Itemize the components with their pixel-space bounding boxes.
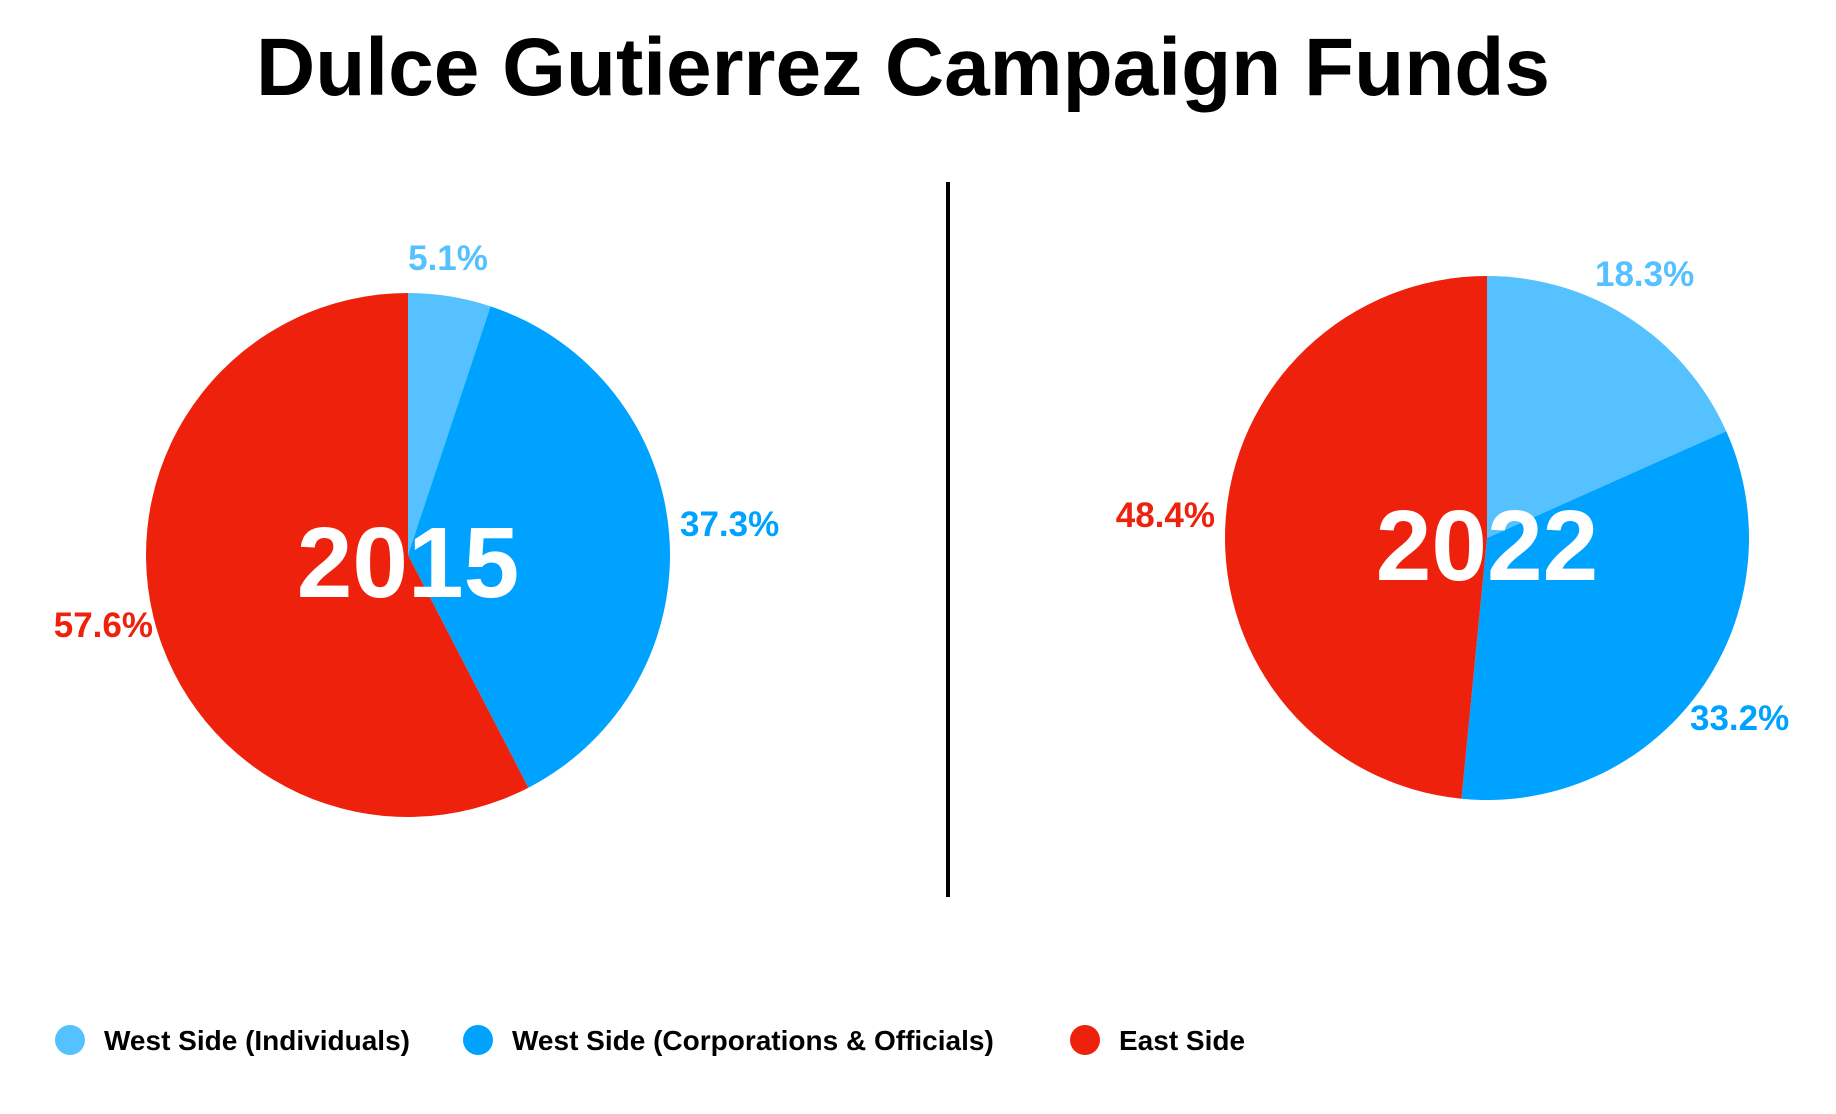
chart-title: Dulce Gutierrez Campaign Funds [256,22,1550,113]
pie-slice-west-side-individuals [408,293,491,555]
legend-item: West Side (Individuals) [55,1025,410,1056]
slice-percent-label: 37.3% [680,505,779,544]
pie-slice-east-side [145,293,529,817]
legend-swatch [55,1025,85,1055]
legend-label: West Side (Individuals) [104,1025,410,1056]
legend-label: East Side [1119,1025,1245,1056]
legend-label: West Side (Corporations & Officials) [512,1025,994,1056]
legend-swatch [1070,1025,1100,1055]
slice-percent-label: 48.4% [1116,496,1215,535]
slice-percent-label: 33.2% [1690,699,1789,738]
pie-chart-2015: 5.1% 37.3% 57.6% 2015 [54,239,779,817]
pie-year-label: 2022 [1376,490,1598,602]
legend: West Side (Individuals) West Side (Corpor… [55,1025,1245,1056]
slice-percent-label: 57.6% [54,606,153,645]
pie-chart-2022: 18.3% 33.2% 48.4% 2022 [1116,255,1789,800]
slice-percent-label: 18.3% [1595,255,1694,294]
legend-item: East Side [1070,1025,1245,1056]
pie-slice-west-side-corporations-officials [1461,431,1750,800]
legend-swatch [463,1025,493,1055]
slice-percent-label: 5.1% [408,239,488,278]
pie-slice-west-side-individuals [1487,276,1727,538]
pie-year-label: 2015 [297,507,519,619]
pie-slice-west-side-corporations-officials [408,306,670,788]
pie-slice-east-side [1224,276,1487,799]
legend-item: West Side (Corporations & Officials) [463,1025,994,1056]
